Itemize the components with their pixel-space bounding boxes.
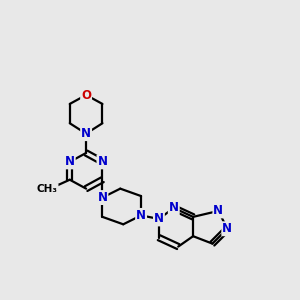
- Text: O: O: [81, 88, 91, 101]
- Text: N: N: [154, 212, 164, 226]
- Text: N: N: [169, 202, 179, 214]
- Text: N: N: [136, 209, 146, 222]
- Text: CH₃: CH₃: [37, 184, 58, 194]
- Text: N: N: [65, 155, 75, 168]
- Text: N: N: [213, 204, 224, 218]
- Text: N: N: [98, 155, 107, 168]
- Text: N: N: [222, 222, 232, 235]
- Text: N: N: [81, 127, 91, 140]
- Text: N: N: [98, 191, 107, 204]
